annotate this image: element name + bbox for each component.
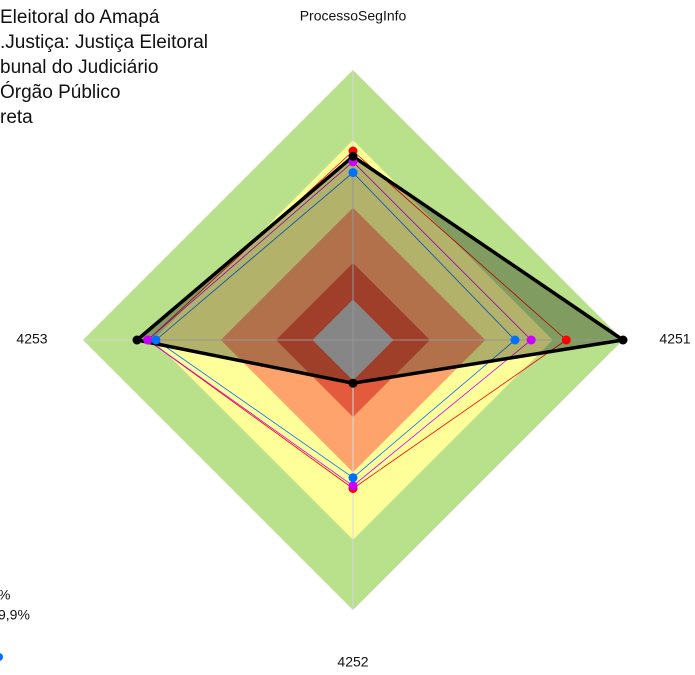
point	[132, 335, 142, 345]
point	[348, 151, 358, 161]
point	[348, 378, 358, 388]
point	[151, 335, 161, 345]
axis-label: 4252	[337, 654, 368, 670]
annotation: bunal do Judiciário	[0, 57, 158, 78]
axis-label: ProcessoSegInfo	[300, 8, 407, 24]
legend-text: 9,9%	[0, 607, 30, 623]
annotation: Eleitoral do Amapá	[0, 7, 160, 28]
annotation: reta	[0, 107, 33, 128]
axis-label: 4253	[16, 331, 47, 347]
point	[526, 335, 536, 345]
annotation: .Justiça: Justiça Eleitoral	[0, 32, 208, 53]
point	[348, 168, 358, 178]
legend-text: %	[0, 587, 10, 603]
point	[510, 335, 520, 345]
axis-label: 4251	[659, 331, 690, 347]
point	[618, 335, 628, 345]
legend-dot	[0, 653, 3, 661]
point	[561, 335, 571, 345]
point	[143, 335, 153, 345]
point	[348, 473, 358, 483]
point	[348, 481, 358, 491]
annotation: Órgão Público	[0, 81, 120, 103]
